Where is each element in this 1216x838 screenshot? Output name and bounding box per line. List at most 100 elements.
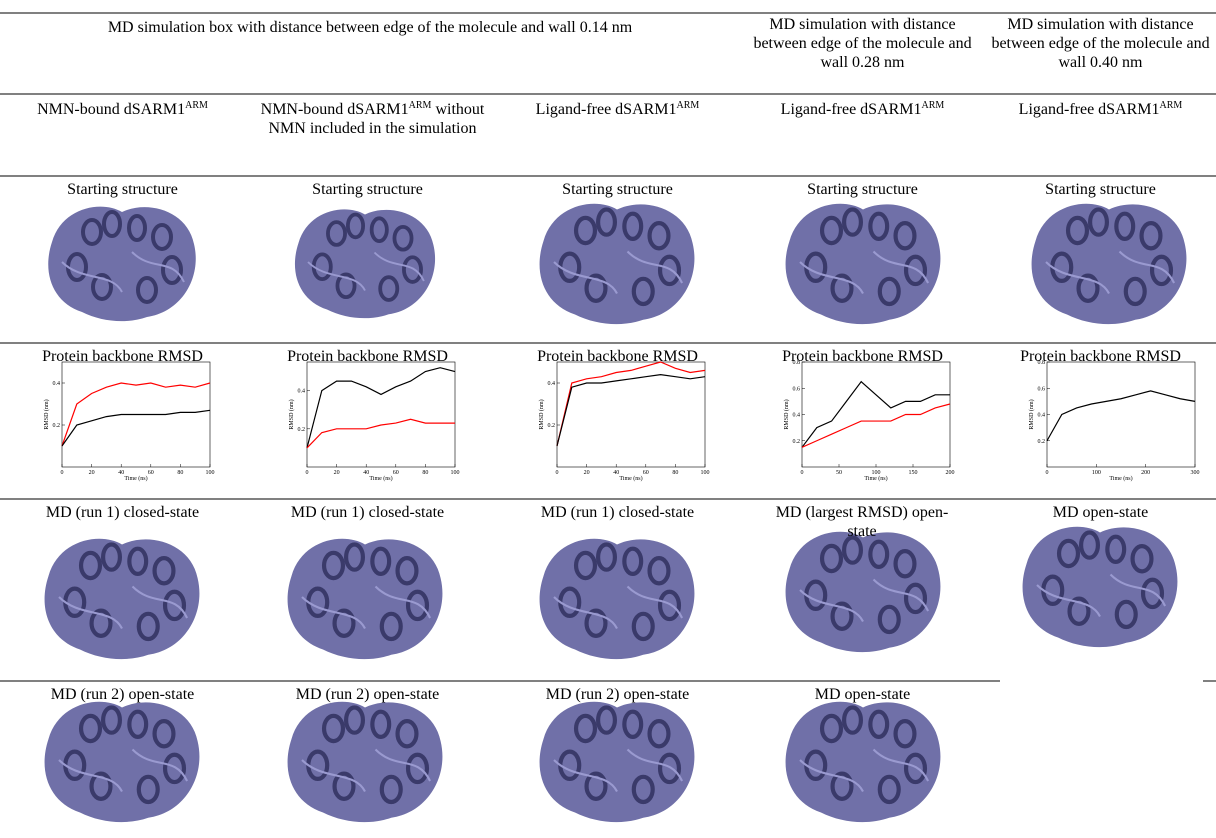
protein-image (540, 702, 695, 822)
x-tick-label: 100 (1092, 470, 1101, 476)
y-tick-label: 0.2 (548, 423, 556, 429)
rmsd-line (557, 362, 705, 446)
y-axis-label: RMSD (nm) (783, 399, 790, 429)
cell: MD (run 1) closed-state (245, 503, 490, 522)
x-tick-label: 60 (393, 470, 399, 476)
y-tick-label: 0.2 (1038, 439, 1046, 445)
rmsd-line (1047, 391, 1195, 441)
cell: Starting structure (985, 180, 1216, 199)
y-axis-label: RMSD (nm) (1028, 399, 1035, 429)
x-tick-label: 0 (1046, 470, 1049, 476)
y-tick-label: 0.6 (1038, 386, 1046, 392)
x-tick-label: 100 (451, 470, 460, 476)
rmsd-line (62, 410, 210, 446)
cell: MD simulation with distance between edge… (985, 15, 1216, 72)
y-tick-label: 0.2 (793, 439, 801, 445)
table-graphics: 0.20.4020406080100Time (ns)RMSD (nm)0.20… (0, 0, 1216, 838)
y-axis-label: RMSD (nm) (288, 399, 295, 429)
x-tick-label: 150 (909, 470, 918, 476)
x-tick-label: 60 (643, 470, 649, 476)
cell: Ligand-free dSARM1ARM (740, 100, 985, 119)
x-tick-label: 20 (89, 470, 95, 476)
cell: NMN-bound dSARM1ARM without NMN included… (260, 100, 485, 138)
cell: Starting structure (495, 180, 740, 199)
x-tick-label: 80 (672, 470, 678, 476)
protein-image (786, 204, 941, 324)
x-axis-label: Time (ns) (124, 475, 147, 482)
protein-image (45, 539, 200, 659)
cell: Protein backbone RMSD (495, 347, 740, 366)
y-tick-label: 0.4 (53, 381, 61, 387)
y-axis-label: RMSD (nm) (538, 399, 545, 429)
protein-image (48, 207, 196, 322)
protein-image (540, 539, 695, 659)
cell: Ligand-free dSARM1ARM (495, 100, 740, 119)
x-tick-label: 200 (1141, 470, 1150, 476)
x-tick-label: 40 (613, 470, 619, 476)
protein-image (786, 532, 941, 652)
cell: MD (largest RMSD) open-state (762, 503, 962, 541)
cell: MD (run 1) closed-state (0, 503, 245, 522)
x-tick-label: 0 (306, 470, 309, 476)
x-tick-label: 200 (946, 470, 955, 476)
x-tick-label: 60 (148, 470, 154, 476)
cell: MD open-state (740, 685, 985, 704)
page: 0.20.4020406080100Time (ns)RMSD (nm)0.20… (0, 0, 1216, 838)
rmsd-line (307, 368, 455, 448)
y-tick-label: 0.2 (298, 427, 306, 433)
cell: Protein backbone RMSD (0, 347, 245, 366)
cell: MD (run 2) open-state (495, 685, 740, 704)
cell: Starting structure (245, 180, 490, 199)
cell: MD (run 1) closed-state (495, 503, 740, 522)
y-tick-label: 0.4 (1038, 413, 1046, 419)
plot-frame (1047, 362, 1195, 467)
x-axis-label: Time (ns) (864, 475, 887, 482)
rmsd-line (557, 375, 705, 446)
protein-image (786, 702, 941, 822)
x-tick-label: 50 (836, 470, 842, 476)
cell: Ligand-free dSARM1ARM (985, 100, 1216, 119)
protein-image (1032, 204, 1187, 324)
y-tick-label: 0.4 (298, 389, 306, 395)
x-tick-label: 20 (334, 470, 340, 476)
cell: Protein backbone RMSD (985, 347, 1216, 366)
cell: Protein backbone RMSD (245, 347, 490, 366)
x-axis-label: Time (ns) (1109, 475, 1132, 482)
x-tick-label: 300 (1191, 470, 1200, 476)
cell: Protein backbone RMSD (740, 347, 985, 366)
x-tick-label: 40 (118, 470, 124, 476)
protein-image (295, 209, 435, 318)
x-axis-label: Time (ns) (619, 475, 642, 482)
y-tick-label: 0.6 (793, 386, 801, 392)
cell: MD (run 2) open-state (245, 685, 490, 704)
x-tick-label: 0 (801, 470, 804, 476)
x-tick-label: 0 (556, 470, 559, 476)
protein-image (1023, 527, 1178, 647)
y-axis-label: RMSD (nm) (43, 399, 50, 429)
plot-frame (802, 362, 950, 467)
cell: MD (run 2) open-state (0, 685, 245, 704)
cell: MD simulation with distance between edge… (745, 15, 980, 72)
plot-frame (307, 362, 455, 467)
y-tick-label: 0.4 (548, 381, 556, 387)
cell: Starting structure (740, 180, 985, 199)
protein-image (288, 539, 443, 659)
cell: Starting structure (0, 180, 245, 199)
y-tick-label: 0.2 (53, 423, 61, 429)
x-tick-label: 100 (701, 470, 710, 476)
cell: MD simulation box with distance between … (0, 18, 740, 37)
cell: MD open-state (985, 503, 1216, 522)
protein-image (288, 702, 443, 822)
x-tick-label: 80 (422, 470, 428, 476)
cell: NMN-bound dSARM1ARM (0, 100, 245, 119)
x-tick-label: 80 (177, 470, 183, 476)
x-tick-label: 40 (363, 470, 369, 476)
x-tick-label: 0 (61, 470, 64, 476)
y-tick-label: 0.4 (793, 413, 801, 419)
x-tick-label: 20 (584, 470, 590, 476)
rmsd-line (307, 419, 455, 448)
protein-image (540, 204, 695, 324)
protein-image (45, 702, 200, 822)
x-axis-label: Time (ns) (369, 475, 392, 482)
